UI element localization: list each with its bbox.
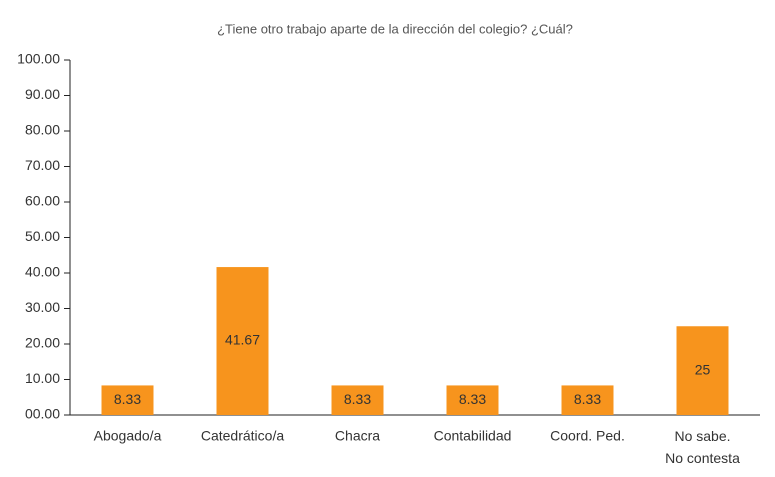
chart-title: ¿Tiene otro trabajo aparte de la direcci… (217, 21, 573, 36)
y-tick-label: 40.00 (25, 264, 60, 280)
y-tick-label: 80.00 (25, 122, 60, 138)
x-tick-label: No sabe. No contesta (665, 428, 740, 466)
y-tick-label: 30.00 (25, 299, 60, 315)
data-label: 8.33 (459, 391, 486, 407)
data-label: 8.33 (344, 391, 371, 407)
bar (446, 385, 499, 415)
y-tick-label: 00.00 (25, 406, 60, 422)
y-tick-label: 50.00 (25, 228, 60, 244)
bar (331, 385, 384, 415)
bar (101, 385, 154, 415)
x-tick-label: Coord. Ped. (550, 428, 625, 444)
y-tick-label: 90.00 (25, 86, 60, 102)
x-tick-label: Abogado/a (94, 428, 162, 444)
bar (216, 267, 269, 415)
data-label: 8.33 (114, 391, 141, 407)
data-label: 41.67 (225, 332, 260, 348)
y-tick-label: 70.00 (25, 157, 60, 173)
data-label: 8.33 (574, 391, 601, 407)
x-tick-label: Contabilidad (434, 428, 512, 444)
y-tick-label: 60.00 (25, 193, 60, 209)
data-label: 25 (695, 361, 711, 377)
y-tick-label: 20.00 (25, 335, 60, 351)
x-tick-label: Catedrático/a (201, 428, 284, 444)
x-tick-label: Chacra (335, 428, 380, 444)
bar (561, 385, 614, 415)
y-tick-label: 100.00 (17, 51, 60, 67)
bar (676, 326, 729, 415)
y-tick-label: 10.00 (25, 370, 60, 386)
